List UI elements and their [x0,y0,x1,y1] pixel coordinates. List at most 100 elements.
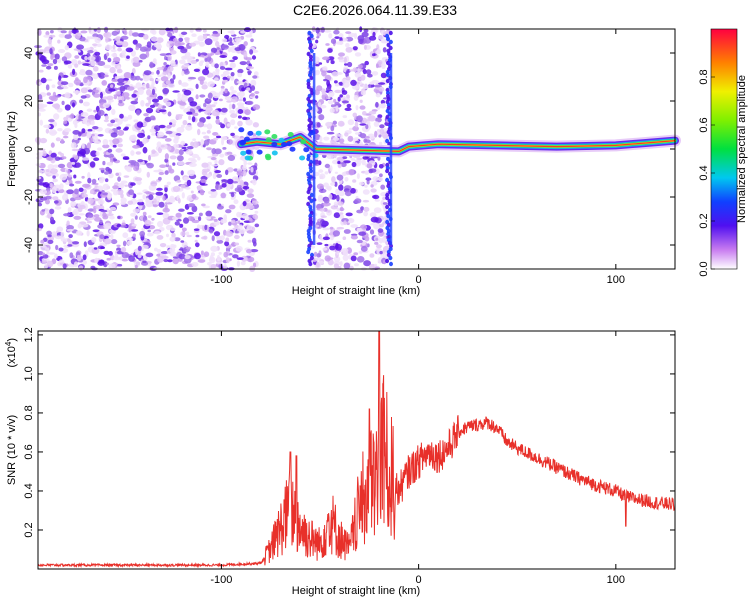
noise-speckle [53,200,59,204]
noise-speckle [39,137,48,144]
noise-speckle [165,198,170,203]
noise-speckle [131,93,137,98]
noise-speckle [113,190,119,196]
noise-speckle [57,163,66,169]
noise-speckle [354,121,359,128]
noise-speckle [230,219,236,224]
signal-blob [245,149,252,155]
noise-speckle [167,32,173,38]
snr-y-axis-label: SNR (10 * v/v) [6,415,18,485]
noise-speckle [366,179,370,185]
noise-speckle [109,215,115,220]
noise-speckle [60,138,64,144]
noise-speckle [225,257,230,264]
noise-speckle [183,70,190,75]
noise-speckle [120,180,128,184]
noise-edge [308,105,313,111]
noise-speckle [235,245,243,252]
noise-speckle [86,133,91,139]
noise-speckle [87,89,93,93]
noise-speckle [222,76,228,81]
noise-speckle [120,246,127,253]
noise-speckle [178,253,186,260]
noise-speckle [185,149,193,155]
noise-speckle [42,252,46,256]
noise-speckle [350,235,358,240]
noise-speckle [46,101,54,105]
noise-edge [309,48,314,54]
noise-speckle [234,47,242,52]
snr-background [38,331,675,569]
noise-speckle [363,29,369,33]
noise-speckle [86,230,90,237]
noise-speckle [92,73,99,80]
noise-speckle [61,100,65,106]
signal-blob [244,155,251,161]
noise-speckle [119,113,124,119]
noise-speckle [178,79,182,85]
noise-speckle [146,171,150,178]
noise-speckle [52,58,58,65]
noise-speckle [238,91,246,97]
noise-speckle [354,263,359,267]
noise-speckle [252,237,257,244]
noise-speckle [175,114,184,117]
noise-speckle [79,99,84,104]
noise-speckle [93,157,100,161]
noise-speckle [121,50,127,56]
noise-speckle [216,135,222,139]
noise-speckle [207,161,212,166]
noise-speckle [383,233,387,240]
noise-speckle [251,200,259,205]
noise-speckle [181,31,188,35]
noise-speckle [243,27,252,33]
colorbar: 0.0 0.2 0.4 0.6 0.8 Normalized spectral ampl… [698,28,748,277]
x-tick-label: -100 [210,574,232,586]
signal-blob [289,146,296,152]
noise-speckle [74,196,82,201]
noise-speckle [193,228,200,231]
noise-speckle [166,233,169,238]
noise-speckle [344,190,352,197]
noise-speckle [202,106,207,110]
noise-speckle [94,189,100,192]
noise-speckle [330,205,338,210]
noise-speckle [369,212,377,218]
noise-speckle [341,248,349,253]
noise-speckle [215,183,219,190]
noise-speckle [132,208,141,214]
noise-speckle [193,68,200,73]
noise-speckle [105,178,109,183]
noise-speckle [221,183,227,188]
noise-speckle [350,187,356,194]
noise-speckle [62,194,69,201]
noise-speckle [221,38,228,43]
noise-speckle [242,170,247,177]
noise-speckle [93,208,97,214]
noise-speckle [314,108,319,112]
noise-speckle [228,221,232,226]
noise-speckle [317,194,323,201]
noise-speckle [319,173,326,180]
noise-speckle [197,35,205,42]
noise-speckle [361,159,366,166]
noise-speckle [117,176,121,182]
noise-speckle [188,76,197,80]
noise-speckle [145,252,154,258]
noise-speckle [53,65,58,70]
noise-speckle [156,187,163,191]
noise-speckle [121,222,126,227]
noise-speckle [99,234,105,240]
noise-speckle [324,255,331,262]
noise-speckle [45,128,50,134]
noise-speckle [326,154,334,160]
noise-speckle [153,42,162,48]
noise-speckle [66,220,70,226]
noise-speckle [219,66,226,70]
noise-speckle [231,90,237,94]
noise-speckle [216,261,222,265]
noise-speckle [82,254,87,261]
noise-speckle [236,260,240,267]
noise-speckle [156,131,165,138]
